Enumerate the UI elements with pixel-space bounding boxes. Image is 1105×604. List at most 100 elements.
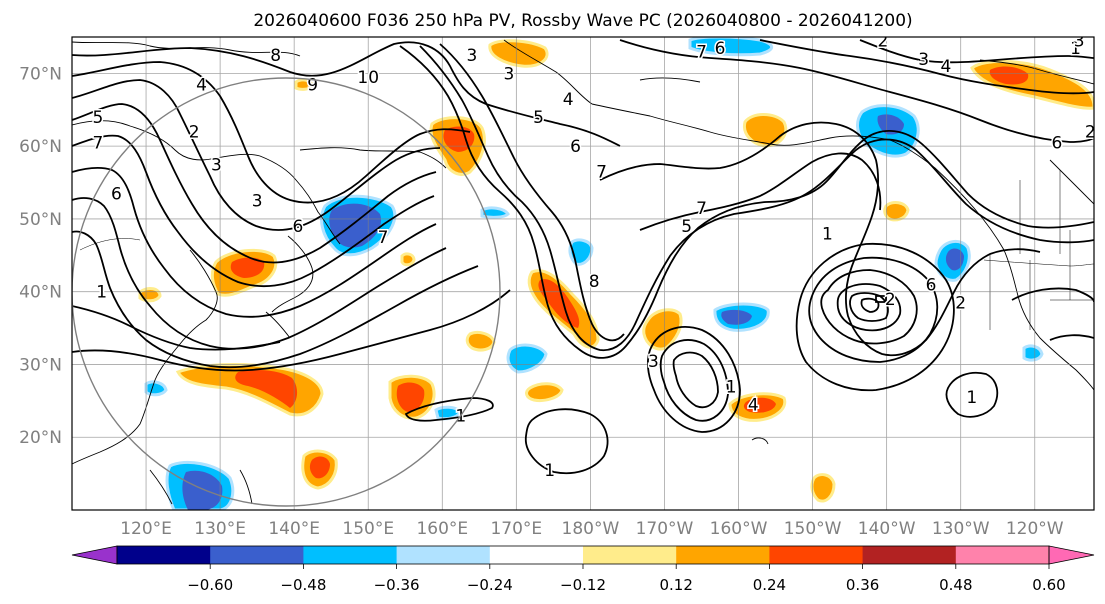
lon-tick-label: 170°W bbox=[636, 519, 694, 539]
anomaly-strong-region bbox=[230, 257, 265, 278]
pv-contour-label: 2 bbox=[885, 290, 896, 310]
pv-contour-label: 3 bbox=[504, 64, 515, 84]
colorbar-segment bbox=[396, 546, 491, 564]
colorbar-extend-min bbox=[71, 545, 118, 565]
country-borders bbox=[79, 170, 1094, 330]
colorbar-segment bbox=[210, 546, 304, 564]
lon-tick-label: 160°W bbox=[710, 519, 768, 539]
anomaly-strong-region bbox=[443, 126, 475, 152]
colorbar-extend-max bbox=[1048, 545, 1095, 565]
region-outline-circle bbox=[72, 77, 501, 507]
pv-contour-label: 6 bbox=[1052, 134, 1063, 154]
anomaly-deep-negative-region bbox=[182, 470, 223, 510]
map-frame bbox=[71, 36, 1095, 511]
lat-tick-label: 60°N bbox=[19, 137, 62, 157]
colorbar-segment bbox=[489, 546, 584, 564]
figure-title: 2026040600 F036 250 hPa PV, Rossby Wave … bbox=[253, 11, 912, 31]
colorbar-tick-label: 0.36 bbox=[846, 576, 879, 594]
pv-contour-label: 3 bbox=[648, 352, 659, 372]
pv-contour-label: 8 bbox=[270, 46, 281, 66]
anomaly-deep-negative-region bbox=[945, 248, 964, 271]
pv-contour-label: 4 bbox=[196, 75, 207, 95]
lon-tick-label: 170°E bbox=[490, 519, 542, 539]
colorbar-segment bbox=[769, 546, 864, 564]
lon-tick-label: 180°W bbox=[562, 519, 620, 539]
lat-tick-label: 40°N bbox=[19, 283, 62, 303]
pv-contour-label: 6 bbox=[292, 217, 303, 237]
anomaly-positive-region bbox=[294, 78, 314, 91]
pv-contour-label: 5 bbox=[681, 217, 692, 237]
colorbar-tick-label: −0.48 bbox=[280, 576, 326, 594]
anomaly-deep-negative-region bbox=[877, 114, 904, 135]
lon-tick-label: 130°E bbox=[194, 519, 246, 539]
lon-tick-label: 160°E bbox=[416, 519, 468, 539]
lon-tick-label: 140°E bbox=[268, 519, 320, 539]
colorbar-tick-label: −0.36 bbox=[374, 576, 420, 594]
pv-contour-label: 1 bbox=[726, 377, 737, 397]
pv-contour-label: 7 bbox=[596, 163, 607, 183]
pv-contour-label: 6 bbox=[715, 39, 726, 59]
pv-contour-label: 1 bbox=[966, 388, 977, 408]
anomaly-positive-region bbox=[883, 201, 910, 222]
pv-contour-label: 6 bbox=[570, 137, 581, 157]
anomaly-positive-region bbox=[525, 382, 564, 402]
lat-tick-label: 20°N bbox=[19, 428, 62, 448]
colorbar-tick-label: 0.24 bbox=[753, 576, 786, 594]
pv-contour-label: 3 bbox=[252, 192, 263, 212]
colorbar-tick-label: 0.12 bbox=[659, 576, 692, 594]
pv-contours bbox=[72, 39, 1094, 475]
anomaly-positive-region bbox=[642, 308, 683, 351]
lon-tick-label: 120°W bbox=[1006, 519, 1064, 539]
colorbar-tick-labels: −0.60 −0.48 −0.36 −0.24 −0.12 0.12 0.24 0.36 0.4… bbox=[187, 564, 1066, 594]
colorbar-tick-label: −0.60 bbox=[187, 576, 233, 594]
colorbar-segment bbox=[583, 546, 677, 564]
anomaly-strong-region bbox=[743, 397, 776, 413]
lon-tick-label: 150°E bbox=[342, 519, 394, 539]
pv-contour-label: 1 bbox=[96, 283, 107, 303]
pv-contour-label: 4 bbox=[940, 57, 951, 77]
lat-tick-label: 30°N bbox=[19, 355, 62, 375]
pv-contour-label: 1 bbox=[822, 224, 833, 244]
anomaly-strong-region bbox=[989, 66, 1029, 85]
anomaly-positive-region bbox=[138, 287, 162, 303]
pv-contour-label: 3 bbox=[1074, 32, 1085, 52]
anomaly-negative-region bbox=[144, 380, 168, 397]
anomaly-deep-negative-region bbox=[721, 309, 752, 325]
pv-contour-label: 3 bbox=[466, 46, 477, 66]
pv-contour-label: 7 bbox=[696, 43, 707, 63]
pv-contour-label: 5 bbox=[93, 108, 104, 128]
pv-contour-label: 9 bbox=[307, 75, 318, 95]
pv-contour-label: 3 bbox=[211, 155, 222, 175]
longitude-tick-labels: 120°E 130°E 140°E 150°E 160°E 170°E 180°W 170°W… bbox=[120, 519, 1064, 539]
pv-contour-label: 2 bbox=[955, 294, 966, 314]
colorbar: −0.60 −0.48 −0.36 −0.24 −0.12 0.12 0.24 0.36 0.4… bbox=[71, 545, 1095, 594]
pv-contour-label: 8 bbox=[589, 272, 600, 292]
anomaly-positive-region bbox=[465, 330, 496, 352]
anomaly-positive-region bbox=[742, 113, 788, 148]
lon-tick-label: 150°W bbox=[784, 519, 842, 539]
anomaly-strong-region bbox=[309, 456, 330, 479]
pv-contour-label: 2 bbox=[1085, 123, 1096, 143]
pv-contour-label: 7 bbox=[696, 199, 707, 219]
colorbar-tick-label: −0.12 bbox=[560, 576, 606, 594]
pv-contour-label: 5 bbox=[533, 108, 544, 128]
pv-contour-label: 4 bbox=[748, 395, 759, 415]
colorbar-tick-label: −0.24 bbox=[467, 576, 513, 594]
colorbar-segment bbox=[955, 546, 1050, 564]
pv-contour-label: 4 bbox=[563, 90, 574, 110]
lon-tick-label: 120°E bbox=[120, 519, 172, 539]
pv-contour-label: 7 bbox=[93, 134, 104, 154]
colorbar-tick-label: 0.48 bbox=[939, 576, 972, 594]
anomaly-strong-region bbox=[235, 370, 298, 408]
lon-tick-label: 140°W bbox=[858, 519, 916, 539]
colorbar-tick-label: 0.60 bbox=[1032, 576, 1065, 594]
pv-contour-label: 6 bbox=[111, 184, 122, 204]
pv-contour-label: 6 bbox=[926, 275, 937, 295]
latitude-tick-labels: 20°N 30°N 40°N 50°N 60°N 70°N bbox=[19, 64, 62, 448]
pv-contour-label: 10 bbox=[357, 68, 379, 88]
anomaly-positive-region bbox=[488, 39, 549, 68]
pv-contour-label: 3 bbox=[918, 50, 929, 70]
